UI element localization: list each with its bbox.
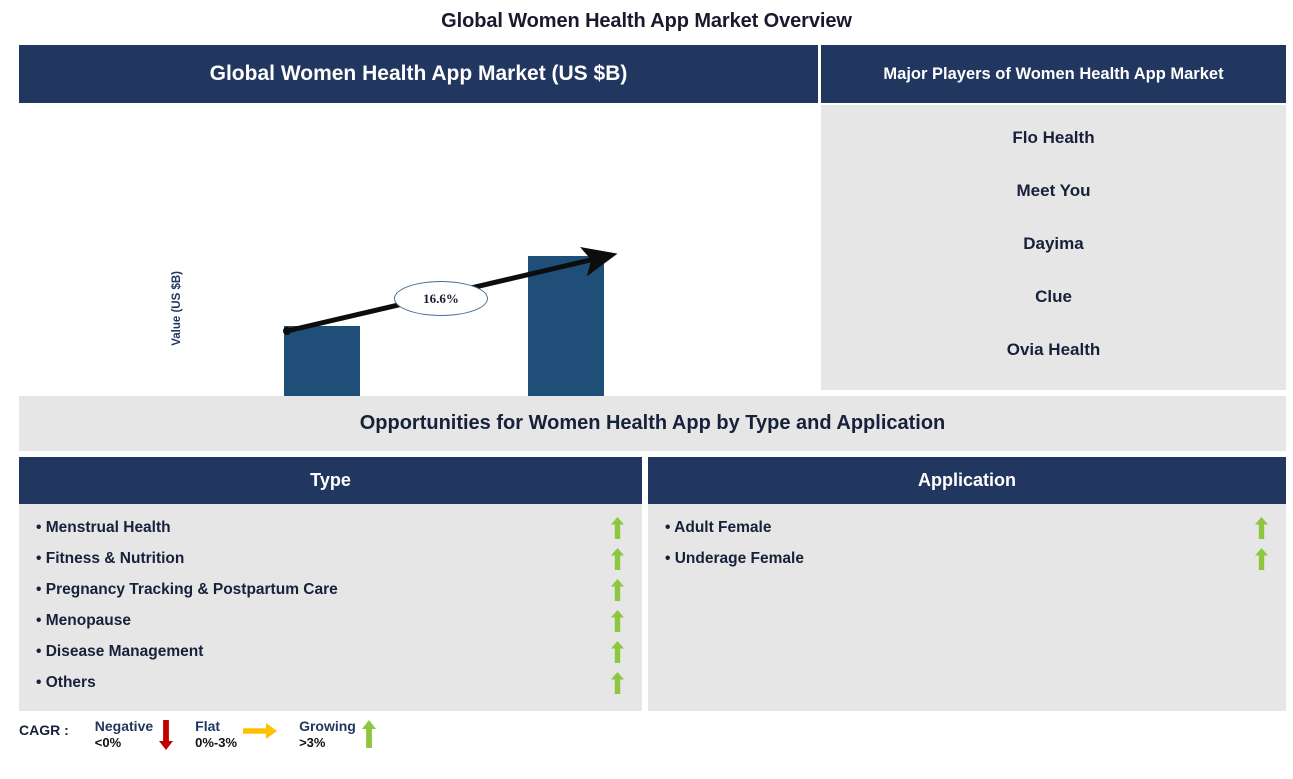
- market-panel-header: Global Women Health App Market (US $B): [19, 45, 818, 103]
- table-row: • Others: [19, 667, 642, 698]
- list-item: Clue: [1035, 287, 1072, 306]
- arrow-up-green-icon: [611, 578, 624, 601]
- list-item: Dayima: [1023, 234, 1084, 253]
- chart-y-axis-label: Value (US $B): [171, 271, 183, 346]
- players-list: Flo Health Meet You Dayima Clue Ovia Hea…: [821, 105, 1286, 390]
- arrow-up-green-icon: [611, 547, 624, 570]
- market-chart-panel: Global Women Health App Market (US $B) V…: [19, 45, 818, 488]
- table-row: • Adult Female: [648, 512, 1286, 543]
- list-item: Meet You: [1016, 181, 1091, 200]
- type-label: • Others: [36, 673, 96, 691]
- type-label: • Menopause: [36, 611, 131, 629]
- legend-text-flat: Flat 0%-3%: [195, 718, 237, 751]
- arrow-up-green-icon: [611, 671, 624, 694]
- legend-entry-negative: Negative <0%: [95, 718, 189, 755]
- arrow-up-green-icon: [361, 718, 376, 753]
- application-column-header: Application: [648, 457, 1286, 504]
- arrow-up-green-icon: [611, 516, 624, 539]
- legend-text-negative: Negative <0%: [95, 718, 153, 751]
- cagr-legend: CAGR : Negative <0% Flat 0%-3% Growing >…: [19, 718, 639, 766]
- application-rows: • Adult Female • Underage Female: [648, 504, 1286, 711]
- arrow-down-red-icon: [159, 718, 174, 755]
- cagr-callout-badge: 16.6%: [394, 281, 488, 316]
- legend-range: 0%-3%: [195, 735, 238, 751]
- growth-arrow-icon: [283, 247, 618, 335]
- arrow-up-green-icon: [611, 609, 624, 632]
- type-label: • Pregnancy Tracking & Postpartum Care: [36, 580, 338, 598]
- page-title: Global Women Health App Market Overview: [441, 10, 852, 32]
- legend-name: Flat: [195, 718, 221, 734]
- legend-range: <0%: [94, 735, 122, 751]
- legend-range: >3%: [299, 735, 326, 751]
- legend-entry-flat: Flat 0%-3%: [195, 718, 293, 751]
- opportunities-banner: Opportunities for Women Health App by Ty…: [19, 396, 1286, 451]
- type-label: • Fitness & Nutrition: [36, 549, 185, 567]
- arrow-right-yellow-icon: [243, 718, 278, 744]
- table-row: • Disease Management: [19, 636, 642, 667]
- table-row: • Menstrual Health: [19, 512, 642, 543]
- table-row: • Menopause: [19, 605, 642, 636]
- application-label: • Underage Female: [665, 549, 804, 567]
- table-row: • Underage Female: [648, 543, 1286, 574]
- legend-name: Negative: [94, 718, 154, 734]
- opportunities-application-panel: Application • Adult Female • Underage Fe…: [648, 457, 1286, 711]
- opportunities-type-panel: Type • Menstrual Health • Fitness & Nutr…: [19, 457, 642, 711]
- list-item: Flo Health: [1012, 128, 1095, 147]
- legend-entry-growing: Growing >3%: [299, 718, 392, 753]
- arrow-up-green-icon: [611, 640, 624, 663]
- table-row: • Fitness & Nutrition: [19, 543, 642, 574]
- players-panel-header: Major Players of Women Health App Market: [821, 45, 1286, 103]
- cagr-legend-title: CAGR :: [19, 722, 69, 738]
- arrow-up-green-icon: [1255, 516, 1268, 539]
- arrow-up-green-icon: [1255, 547, 1268, 570]
- list-item: Ovia Health: [1006, 340, 1101, 359]
- legend-name: Growing: [299, 718, 356, 734]
- type-column-header: Type: [19, 457, 642, 504]
- major-players-panel: Major Players of Women Health App Market…: [821, 45, 1286, 390]
- market-bar-chart: Value (US $B) 2025 2031 16.6% Source : L…: [19, 103, 818, 488]
- type-label: • Menstrual Health: [36, 518, 171, 536]
- table-row: • Pregnancy Tracking & Postpartum Care: [19, 574, 642, 605]
- type-rows: • Menstrual Health • Fitness & Nutrition…: [19, 504, 642, 711]
- application-label: • Adult Female: [665, 518, 772, 536]
- type-label: • Disease Management: [36, 642, 204, 660]
- legend-text-growing: Growing >3%: [299, 718, 356, 751]
